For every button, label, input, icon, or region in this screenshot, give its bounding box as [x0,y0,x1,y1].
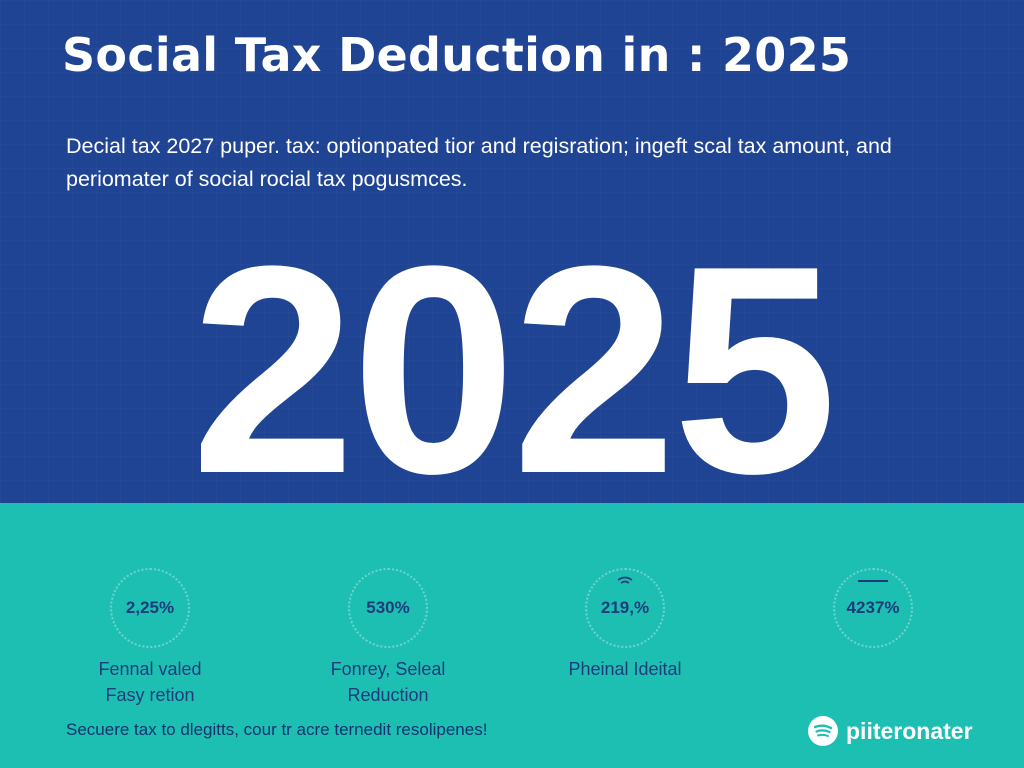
stat-label-line: Fennal valed [98,659,202,679]
stat-label: Pheinal Ideital [525,656,725,682]
stat-label: Fonrey, Seleal Reduction [288,656,488,708]
page-title: Social Tax Deduction in : 2025 [62,28,852,82]
brand-logo[interactable]: piiteronater [808,714,973,748]
stat-value: 2,25% [125,598,175,617]
stat-card-4: 4237% [773,568,973,648]
description-text: Decial tax 2027 puper. tax: optionpated … [66,134,892,191]
stat-value: 530% [366,598,410,617]
stat-card-1: 2,25% Fennal valed Fasy retion [50,568,250,708]
stat-label-line: Reduction [347,685,429,705]
stat-value: 219,% [600,598,650,617]
stat-card-3: 219,% Pheinal Ideital [525,568,725,682]
stat-ring: 530% [348,568,428,648]
stat-label-line: Fonrey, Seleal [330,659,446,679]
hero-panel: Social Tax Deduction in : 2025 Decial ta… [0,0,1024,503]
stat-label-line: Fasy retion [105,685,195,705]
stat-ring: 219,% [585,568,665,648]
stat-value: 4237% [846,598,900,617]
dash-icon [858,580,888,582]
brand-name: piiteronater [846,717,973,744]
stat-ring: 4237% [833,568,913,648]
stat-ring: 2,25% [110,568,190,648]
stat-label: Fennal valed Fasy retion [50,656,250,708]
wifi-icon [617,576,633,584]
footer-tagline: Secuere tax to dlegitts, cour tr acre te… [66,720,488,739]
hero-year: 2025 [190,204,837,535]
spotify-like-logo-icon [808,716,838,746]
stat-card-2: 530% Fonrey, Seleal Reduction [288,568,488,708]
stat-label-line: Pheinal Ideital [568,659,682,679]
